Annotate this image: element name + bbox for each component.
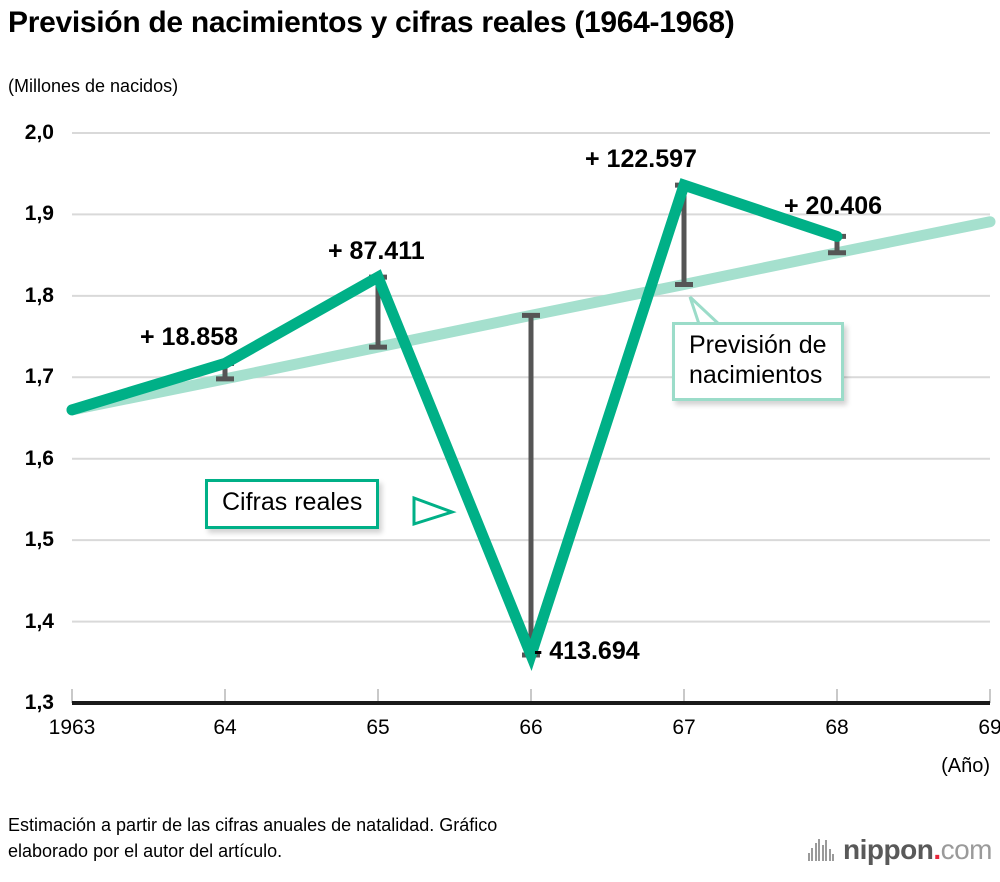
footnote: Estimación a partir de las cifras anuale… [8, 815, 498, 862]
x-tick-label: 67 [672, 716, 696, 739]
x-tick-label: 69 [978, 716, 1000, 739]
difference-label: + 87.411 [328, 237, 425, 265]
y-tick-label: 1,6 [24, 446, 54, 470]
plot-area: 2,0 1,9 1,8 1,7 1,6 1,5 1,4 1,3 1963 64 65 66 67 68 6… [24, 121, 1000, 777]
difference-label: + 18.858 [140, 323, 239, 351]
x-tick-label: 65 [366, 716, 390, 739]
callout-forecast: Previsión de nacimientos [672, 322, 844, 401]
x-tick-label: 68 [825, 716, 849, 739]
callout-forecast-text: Previsión de nacimientos [689, 331, 827, 389]
y-tick-label: 1,9 [24, 202, 54, 226]
difference-label: - 413.694 [534, 637, 640, 665]
chart-canvas [66, 132, 996, 705]
x-axis-unit-label: (Año) [941, 755, 990, 777]
y-tick-label: 1,4 [24, 609, 54, 633]
callout-actual-tail [412, 495, 457, 527]
callout-actual-text: Cifras reales [222, 488, 363, 516]
difference-label: + 20.406 [784, 192, 883, 220]
y-tick-label: 1,8 [24, 283, 54, 307]
logo-name: nippon [843, 834, 934, 865]
x-tick-label: 1963 [48, 716, 96, 739]
logo-tld: com [940, 834, 993, 865]
nippon-logo: nippon.com [807, 836, 993, 864]
waveform-icon [807, 839, 835, 861]
page-title: Previsión de nacimientos y cifras reales… [8, 6, 735, 39]
x-tick-label: 66 [519, 716, 543, 739]
y-axis-unit-label: (Millones de nacidos) [8, 76, 179, 96]
y-tick-label: 1,7 [24, 365, 54, 389]
logo-dot: . [933, 834, 941, 865]
difference-label: + 122.597 [585, 145, 697, 173]
y-tick-label: 1,5 [24, 528, 54, 552]
actual-line [66, 178, 843, 671]
x-tick-label: 64 [213, 716, 237, 739]
error-bar [522, 312, 540, 658]
y-tick-label: 1,3 [24, 691, 54, 714]
callout-actual: Cifras reales [205, 479, 380, 529]
logo-text: nippon.com [843, 836, 992, 864]
y-tick-label: 2,0 [24, 121, 54, 144]
